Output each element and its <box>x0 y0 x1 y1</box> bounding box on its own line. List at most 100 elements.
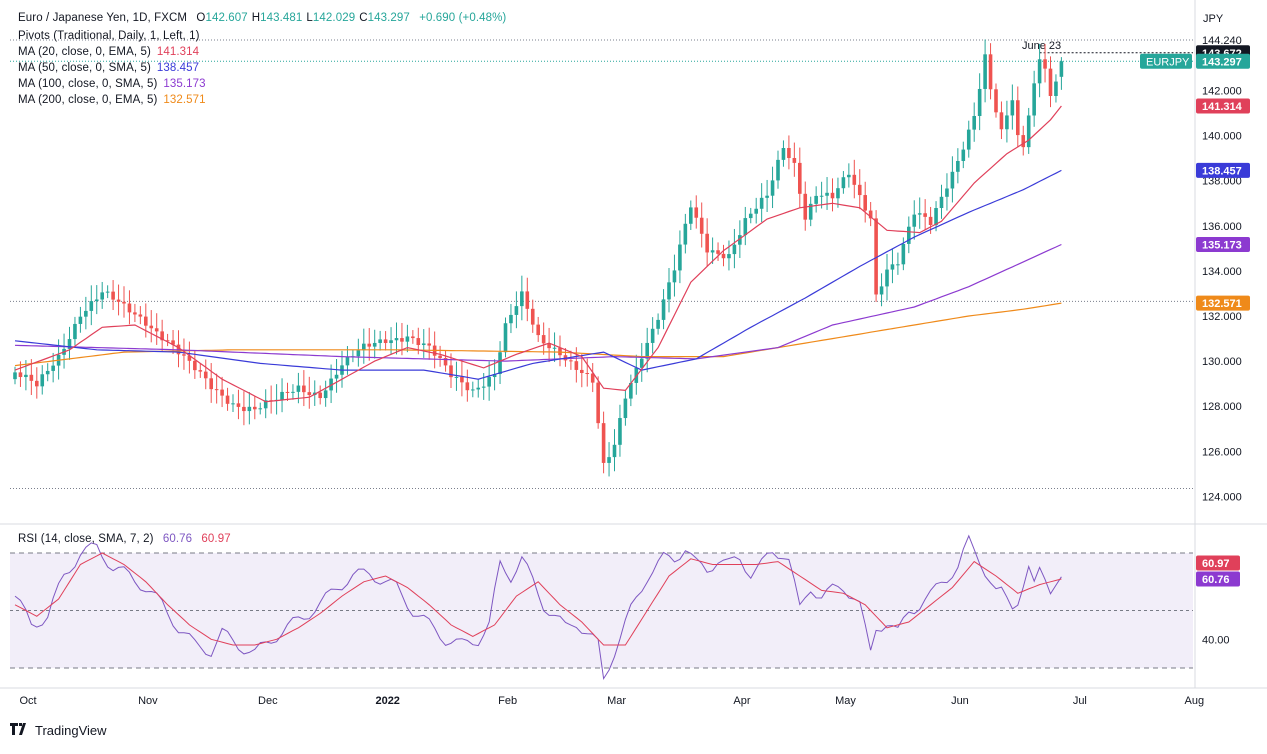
price-tick-label: 132.000 <box>1202 311 1242 323</box>
candle-body <box>280 391 284 400</box>
tradingview-text: TradingView <box>35 722 107 738</box>
candle-body <box>928 216 933 226</box>
candle-body <box>18 372 23 378</box>
candle-body <box>977 88 982 116</box>
candle-body <box>983 54 987 89</box>
indicator-row[interactable]: MA (200, close, 0, EMA, 5) 132.571 <box>18 92 206 108</box>
candle-body <box>705 233 709 253</box>
candle-body <box>847 174 851 178</box>
candle-body <box>574 361 579 370</box>
candle-body <box>1059 61 1064 77</box>
candle-body <box>825 192 829 196</box>
candle-body <box>105 291 110 293</box>
ma-20-ema-line <box>14 105 1062 403</box>
indicator-value: 135.173 <box>163 78 206 90</box>
price-axis-tag-bg <box>1196 295 1250 311</box>
candle-body <box>743 218 748 236</box>
time-tick-label: Feb <box>498 695 517 707</box>
candle-body <box>144 316 148 326</box>
candle-body <box>661 299 666 320</box>
price-tick-label: 130.000 <box>1202 356 1242 368</box>
candle-body <box>160 331 164 341</box>
rsi-sma-line <box>14 552 1062 646</box>
candle-body <box>443 357 448 366</box>
candle-body <box>307 392 312 395</box>
candle-body <box>67 339 72 349</box>
candle-body <box>552 347 557 349</box>
candle-body <box>520 291 524 307</box>
indicator-row[interactable]: MA (20, close, 0, EMA, 5) 141.314 <box>18 44 206 60</box>
candle-body <box>966 129 971 150</box>
candle-body <box>476 387 481 390</box>
candle-body <box>907 226 911 244</box>
candle-body <box>465 382 470 391</box>
candle-body <box>138 314 143 317</box>
candle-body <box>94 299 99 302</box>
price-axis-unit: JPY <box>1203 13 1224 25</box>
candle-body <box>1043 59 1047 69</box>
candle-body <box>411 336 415 339</box>
candle-body <box>481 386 486 388</box>
indicator-label: MA (20, close, 0, EMA, 5) <box>18 46 151 58</box>
candle-body <box>509 314 513 324</box>
candle-body <box>748 213 753 219</box>
candle-body <box>912 214 917 227</box>
candle-body <box>209 378 213 390</box>
candle-body <box>808 203 813 220</box>
candle-body <box>438 355 442 358</box>
annotation-june-23: June 23 <box>1022 40 1061 52</box>
indicator-label: MA (200, close, 0, EMA, 5) <box>18 94 158 106</box>
candle-body <box>885 269 889 287</box>
candle-body <box>285 391 290 393</box>
candle-body <box>629 382 633 399</box>
candle-body <box>667 282 671 300</box>
price-axis-tag-bg <box>1196 162 1250 178</box>
candle-body <box>874 218 878 295</box>
candle-body <box>242 406 246 412</box>
indicator-label: MA (50, close, 0, SMA, 5) <box>18 62 151 74</box>
price-axis-tag: 138.457 <box>1196 162 1250 178</box>
rsi-legend-title: RSI (14, close, SMA, 7, 2) <box>18 533 154 545</box>
candle-body <box>945 188 949 197</box>
candle-body <box>896 264 900 266</box>
ohlc-l: L142.029 <box>306 12 355 24</box>
axes-layer: 144.240 124.000 126.000 128.000 130.000 132.0… <box>19 13 1250 707</box>
candle-body <box>394 338 399 341</box>
candle-body <box>492 374 497 378</box>
candle-body <box>1037 59 1042 84</box>
candle-body <box>471 389 475 391</box>
candle-body <box>558 347 562 356</box>
candle-body <box>263 400 268 409</box>
candle-body <box>323 390 328 399</box>
candle-body <box>694 207 699 218</box>
indicator-row[interactable]: Pivots (Traditional, Daily, 1, Left, 1) <box>18 28 206 44</box>
candle-body <box>585 373 590 375</box>
price-axis-tag-bg <box>1196 98 1250 114</box>
candle-body <box>934 208 938 226</box>
price-tick-label: 124.000 <box>1202 491 1242 503</box>
price-axis-tag-text: 132.571 <box>1202 298 1242 310</box>
candle-body <box>220 389 224 396</box>
candle-body <box>569 360 573 362</box>
candle-body <box>530 308 535 325</box>
candle-body <box>1026 115 1031 148</box>
ohlc-h: H143.481 <box>252 12 303 24</box>
time-tick-label: Oct <box>19 695 36 707</box>
price-tick-label: 126.000 <box>1202 446 1242 458</box>
candle-body <box>89 301 94 311</box>
candle-body <box>367 343 372 347</box>
candle-body <box>133 312 137 315</box>
candle-body <box>405 336 410 342</box>
candle-body <box>852 174 857 185</box>
candle-body <box>678 244 682 271</box>
candle-body <box>759 197 764 209</box>
indicator-label: MA (100, close, 0, SMA, 5) <box>18 78 158 90</box>
indicator-row[interactable]: MA (100, close, 0, SMA, 5) 135.173 <box>18 76 206 92</box>
candle-body <box>1010 100 1015 116</box>
ohlc-value: 143.481 <box>260 12 303 24</box>
candle-body <box>972 115 976 130</box>
candle-body <box>618 418 622 445</box>
tradingview-logo[interactable]: TradingView <box>10 722 107 738</box>
candle-body <box>770 180 775 196</box>
indicator-row[interactable]: MA (50, close, 0, SMA, 5) 138.457 <box>18 60 206 76</box>
